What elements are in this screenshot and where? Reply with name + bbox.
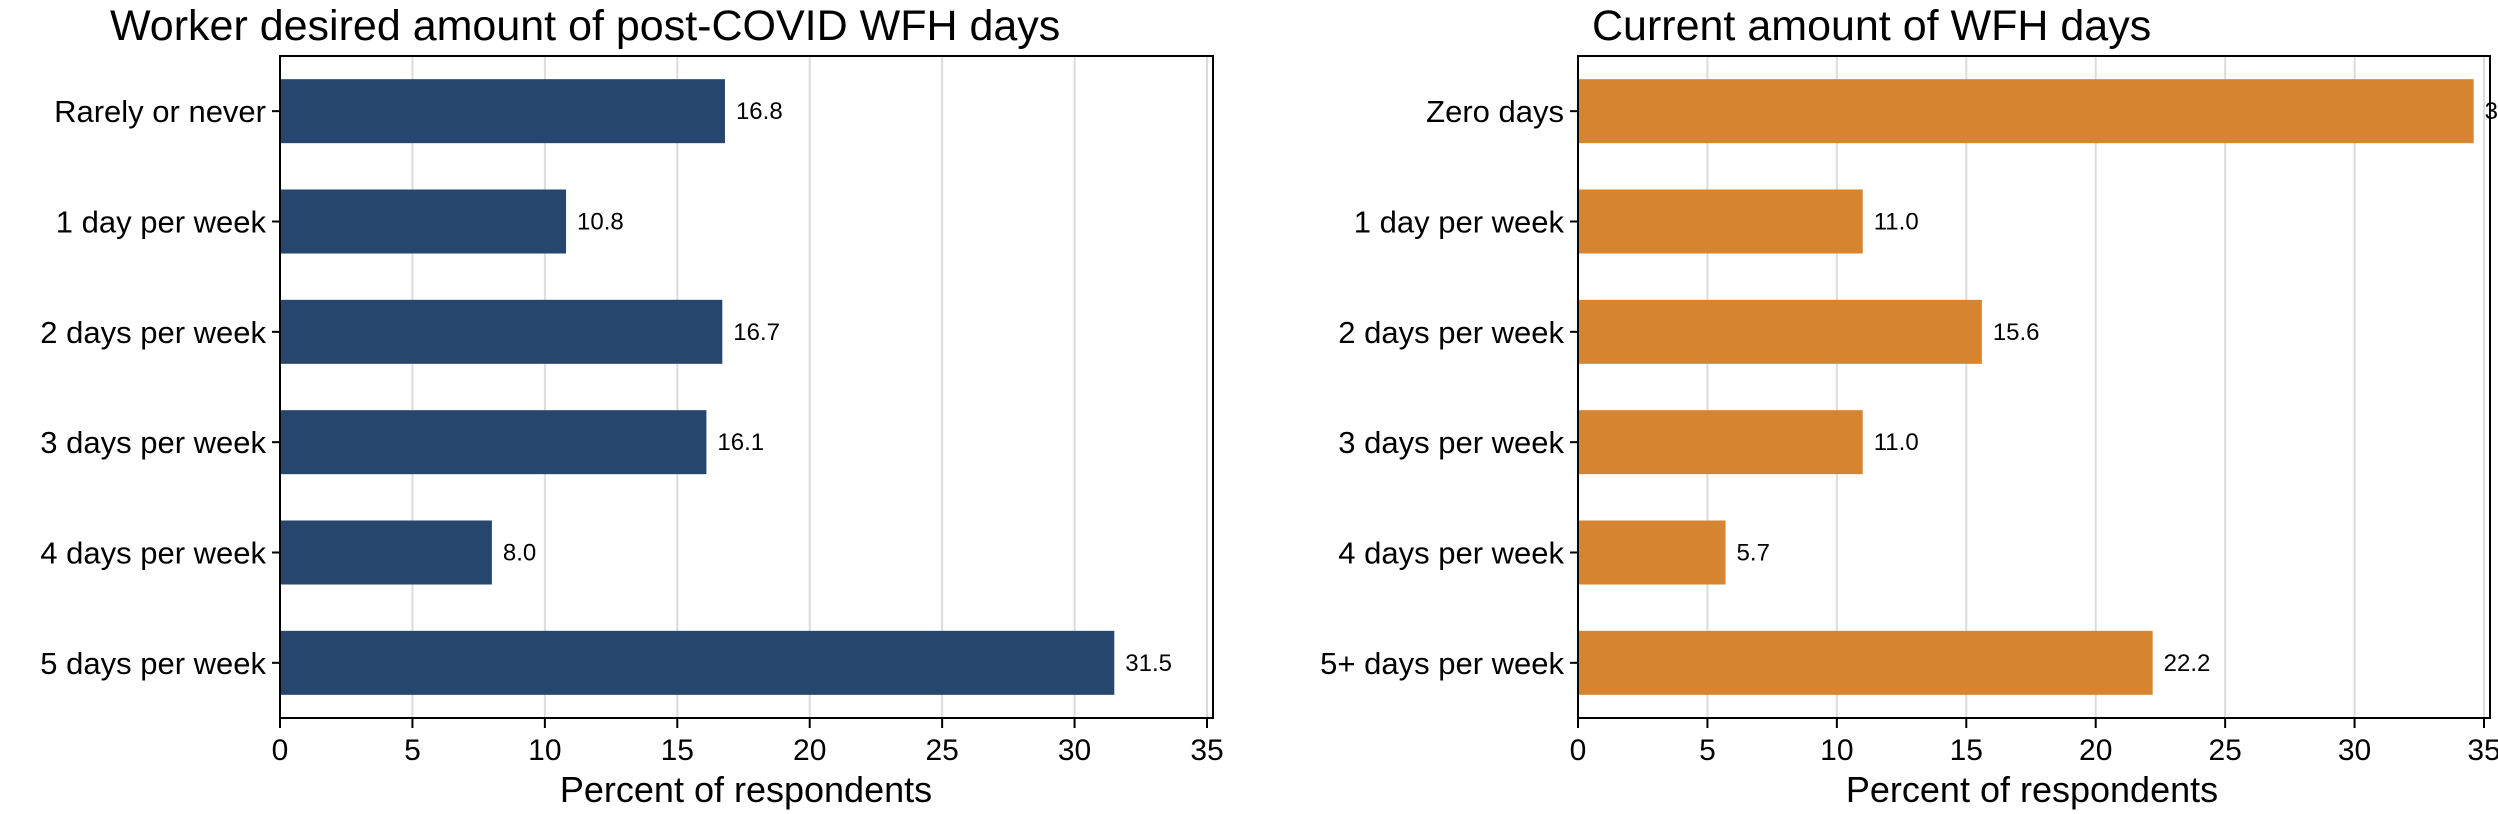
left-category-label: Rarely or never xyxy=(54,94,266,129)
right-category-label: 1 day per week xyxy=(1354,205,1565,240)
left-bar-value-label: 8.0 xyxy=(503,540,536,567)
left-bar xyxy=(280,79,725,144)
left-chart-panel: Worker desired amount of post-COVID WFH … xyxy=(40,2,1223,810)
right-x-tick-label: 30 xyxy=(2338,734,2371,767)
right-x-tick-label: 35 xyxy=(2467,734,2498,767)
left-category-label: 3 days per week xyxy=(40,425,266,460)
left-bar xyxy=(280,520,492,585)
left-x-tick-label: 35 xyxy=(1190,734,1223,767)
left-chart-plot: 16.8 Rarely or never 10.8 1 day per week 16.… xyxy=(40,55,1224,767)
left-x-tick-label: 10 xyxy=(528,734,561,767)
right-category-label: 4 days per week xyxy=(1338,536,1564,571)
right-bar-value-label: 15.6 xyxy=(1993,319,2040,346)
left-bar-value-label: 16.1 xyxy=(717,429,764,456)
right-chart-title: Current amount of WFH days xyxy=(1592,2,2151,50)
right-bar xyxy=(1578,630,2153,695)
right-bar-value-label: 22.2 xyxy=(2164,650,2211,677)
left-x-tick-label: 30 xyxy=(1058,734,1091,767)
left-chart-xlabel: Percent of respondents xyxy=(560,769,932,810)
right-x-tick-label: 20 xyxy=(2079,734,2112,767)
right-category-label: 3 days per week xyxy=(1338,425,1564,460)
right-category-label: Zero days xyxy=(1426,94,1564,129)
right-category-label: 5+ days per week xyxy=(1320,646,1564,681)
left-bar-value-label: 31.5 xyxy=(1125,650,1172,677)
left-category-label: 5 days per week xyxy=(40,646,266,681)
right-bar-value-label: 34.6 xyxy=(2485,98,2498,125)
left-bar-value-label: 16.7 xyxy=(733,319,780,346)
left-x-tick-label: 15 xyxy=(661,734,694,767)
right-chart-panel: Current amount of WFH days 34.6 Zero days… xyxy=(1320,2,2498,810)
right-bar-value-label: 11.0 xyxy=(1874,209,1919,236)
left-x-tick-label: 25 xyxy=(925,734,958,767)
left-bar xyxy=(280,630,1115,695)
left-plot-frame xyxy=(279,55,1214,719)
left-x-tick-label: 0 xyxy=(272,734,289,767)
right-x-tick-label: 15 xyxy=(1950,734,1983,767)
left-chart-title: Worker desired amount of post-COVID WFH … xyxy=(110,2,1060,50)
right-bar-value-label: 5.7 xyxy=(1737,540,1770,567)
right-bar xyxy=(1578,189,1863,254)
right-bar xyxy=(1578,79,2474,144)
left-bar xyxy=(280,189,567,254)
right-x-tick-label: 10 xyxy=(1820,734,1853,767)
left-bar xyxy=(280,299,723,364)
right-bar xyxy=(1578,520,1726,585)
right-chart-plot: 34.6 Zero days 11.0 1 day per week 15.6 2 day… xyxy=(1320,55,2498,767)
left-bar xyxy=(280,410,707,475)
left-bar-value-label: 16.8 xyxy=(736,98,783,125)
left-bar-value-label: 10.8 xyxy=(577,209,624,236)
right-plot-frame xyxy=(1577,55,2491,719)
right-x-tick-label: 25 xyxy=(2208,734,2241,767)
right-category-label: 2 days per week xyxy=(1338,315,1564,350)
right-bar xyxy=(1578,410,1863,475)
left-x-tick-label: 20 xyxy=(793,734,826,767)
right-chart-xlabel: Percent of respondents xyxy=(1846,769,2218,810)
right-x-tick-label: 5 xyxy=(1699,734,1716,767)
right-x-tick-label: 0 xyxy=(1570,734,1587,767)
left-category-label: 1 day per week xyxy=(56,205,267,240)
right-bar xyxy=(1578,299,1982,364)
left-category-label: 2 days per week xyxy=(40,315,266,350)
left-category-label: 4 days per week xyxy=(40,536,266,571)
right-bar-value-label: 11.0 xyxy=(1874,429,1919,456)
left-x-tick-label: 5 xyxy=(404,734,421,767)
